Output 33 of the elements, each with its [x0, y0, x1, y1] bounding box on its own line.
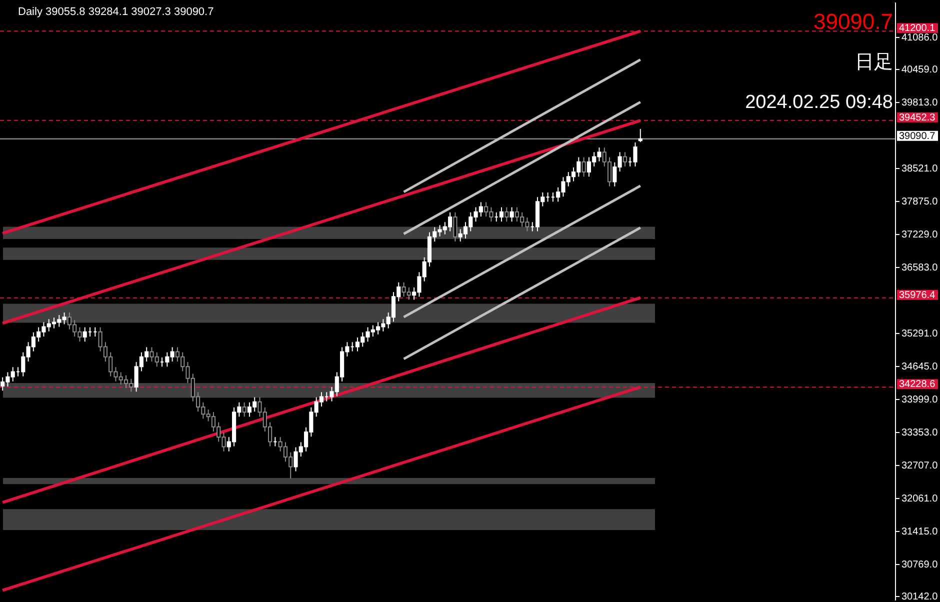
ref-line-label: 41200.1 [899, 23, 936, 34]
y-tick-label: 32061.0 [902, 493, 938, 504]
ref-line-label: 34228.6 [899, 379, 936, 390]
y-tick-label: 39813.0 [902, 97, 938, 108]
y-tick-label: 40459.0 [902, 64, 938, 76]
chart-title: Daily 39055.8 39284.1 39027.3 39090.7 [18, 6, 214, 18]
annotation: 日足 [855, 52, 893, 73]
y-tick-label: 41086.0 [902, 32, 938, 44]
y-tick-label: 30142.0 [902, 591, 938, 602]
candlestick [510, 206, 514, 222]
y-tick-label: 32707.0 [902, 460, 938, 472]
y-tick-label: 33353.0 [902, 427, 938, 438]
y-tick-label: 37875.0 [902, 196, 938, 208]
y-tick-label: 35291.0 [902, 328, 938, 340]
annotation: 39090.7 [813, 9, 893, 34]
y-tick-label: 37229.0 [902, 229, 938, 240]
y-tick-label: 30769.0 [902, 559, 938, 570]
candlestick [453, 212, 458, 242]
ref-line-label: 39090.7 [899, 130, 936, 142]
annotation: 2024.02.25 09:48 [745, 92, 893, 113]
y-tick-label: 34645.0 [902, 361, 938, 372]
candlestick [499, 206, 504, 222]
candlestick [582, 156, 586, 178]
y-tick-label: 33999.0 [902, 394, 938, 406]
candlestick [638, 128, 642, 143]
candlestick [242, 402, 246, 418]
ref-line-label: 39452.3 [899, 112, 936, 124]
y-tick-label: 38521.0 [902, 163, 938, 174]
candlestick [622, 152, 627, 167]
ref-line-label: 35976.4 [899, 290, 936, 301]
y-tick-label: 36583.0 [902, 262, 938, 274]
y-tick-label: 31415.0 [902, 526, 938, 538]
candlestick [504, 206, 509, 222]
